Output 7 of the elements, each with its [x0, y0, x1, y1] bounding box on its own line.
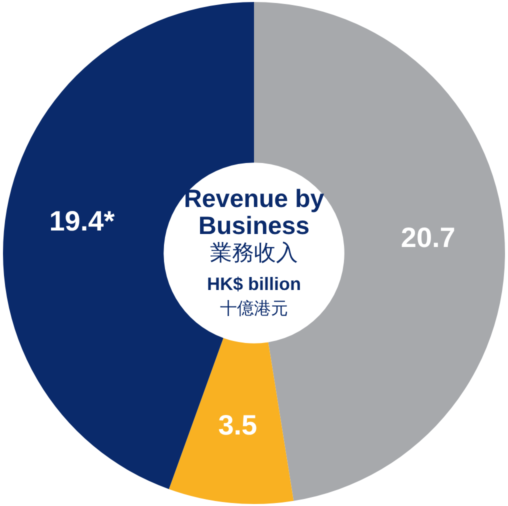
text: 十億港元 [220, 298, 288, 320]
data-label: 19.4* [49, 206, 115, 237]
text: 業務收入 [210, 240, 298, 266]
text: Revenue by Business [182, 185, 326, 240]
data-label: 20.7 [400, 222, 456, 253]
data-label: 3.5 [218, 410, 258, 441]
text: HK$ billion [207, 274, 301, 295]
